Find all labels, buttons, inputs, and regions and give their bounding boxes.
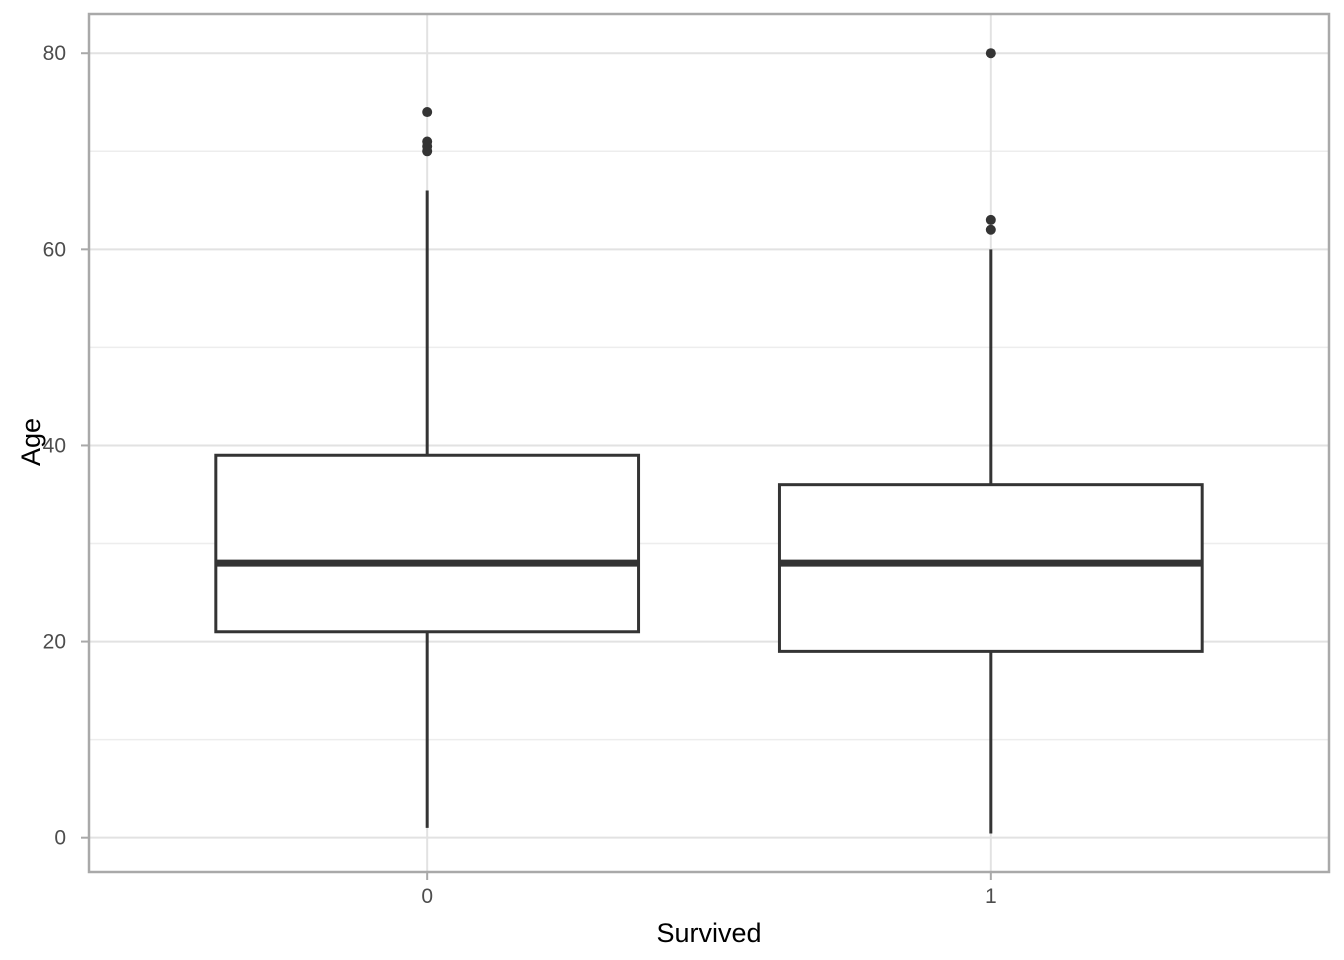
axis-layer: 0 20 40 60 80 0 1 xyxy=(43,42,997,908)
x-axis-title: Survived xyxy=(656,918,761,948)
y-axis-title: Age xyxy=(16,418,46,466)
y-tick-label: 40 xyxy=(43,434,66,457)
y-tick-label: 0 xyxy=(54,827,66,850)
box xyxy=(214,453,641,634)
outlier-point xyxy=(985,214,996,225)
box xyxy=(777,483,1204,653)
outlier-point xyxy=(422,136,433,147)
y-tick-label: 20 xyxy=(43,631,66,654)
panel-border xyxy=(87,12,1331,874)
outlier-point xyxy=(422,107,433,118)
y-tick-label: 60 xyxy=(43,238,66,261)
outlier-point xyxy=(985,48,996,59)
grid-layer xyxy=(89,14,1329,872)
x-tick-label: 1 xyxy=(985,885,997,908)
x-tick-label: 0 xyxy=(421,885,433,908)
outlier-point xyxy=(985,224,996,235)
y-tick-label: 80 xyxy=(43,42,66,65)
box-layer xyxy=(214,48,1204,834)
